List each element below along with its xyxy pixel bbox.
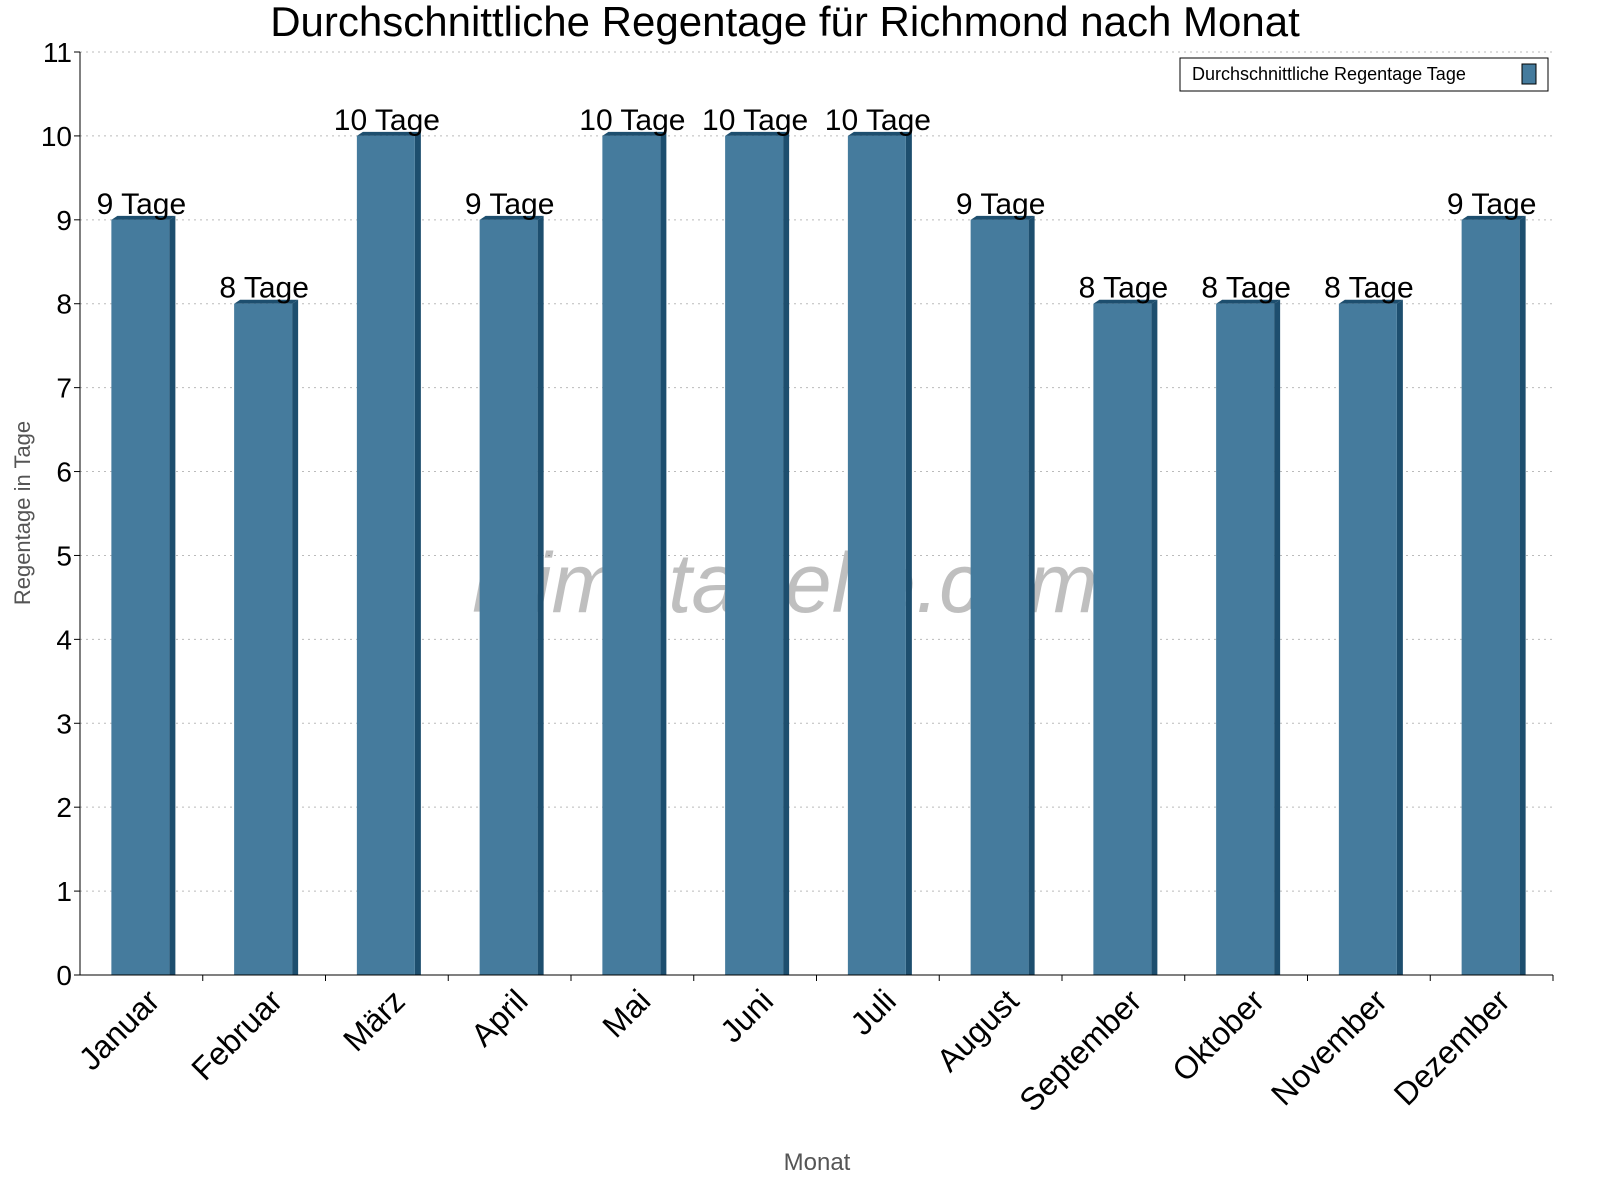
x-tick-label: Februar [184,982,289,1087]
bar-top [1338,299,1403,304]
bar-top [479,215,544,220]
bar-top [847,131,912,136]
bar-side [1151,299,1158,975]
bar [111,219,170,975]
bar-group: 9 Tage [1447,188,1537,975]
bar-side [292,299,299,975]
data-label: 10 Tage [702,104,808,137]
bar-top [356,131,421,136]
x-tick-label: Oktober [1165,982,1271,1088]
legend-swatch [1521,63,1537,85]
bar-side [1396,299,1403,975]
gridlines [80,51,1553,892]
bar-top [970,215,1035,220]
y-tick-label: 0 [56,960,72,991]
y-axis-label: Regentage in Tage [10,421,35,605]
data-label: 9 Tage [956,188,1046,221]
bar-side [169,215,176,975]
y-tick-label: 2 [56,792,72,823]
data-label: 9 Tage [1447,188,1537,221]
y-tick-label: 11 [43,37,72,68]
bar-side [783,131,790,976]
bar [1216,303,1275,975]
x-tick-label: November [1264,982,1394,1112]
y-tick-label: 7 [56,373,72,404]
data-label: 10 Tage [334,104,440,137]
data-label: 8 Tage [219,272,309,305]
legend[interactable]: Durchschnittliche Regentage Tage [1179,57,1549,92]
bar [1461,219,1520,975]
bar [725,135,784,976]
bar [847,135,906,976]
x-tick-label: März [336,982,412,1058]
bar [479,219,538,975]
bar-side [1274,299,1281,975]
bar-top [1216,299,1281,304]
bar-group: 8 Tage [1201,272,1291,975]
bar-group: 8 Tage [1324,272,1414,975]
bar [602,135,661,976]
x-tick-label: April [464,982,535,1053]
bar-top [1461,215,1526,220]
y-tick-label: 6 [56,457,72,488]
x-tick-label: Januar [72,982,167,1077]
data-label: 8 Tage [1324,272,1414,305]
y-tick-label: 3 [56,708,72,739]
bar-group: 10 Tage [702,104,808,976]
x-tick-label: Juli [843,982,902,1041]
bar-side [1028,215,1035,975]
data-label: 9 Tage [97,188,187,221]
x-tick-label: Dezember [1387,982,1517,1112]
bar-side [537,215,544,975]
bar-top [1093,299,1158,304]
bar-side [1519,215,1526,975]
y-tick-label: 9 [56,205,72,236]
bar-side [414,131,421,976]
x-tick-label: Juni [713,982,780,1049]
bar-top [725,131,790,136]
data-label: 9 Tage [465,188,555,221]
legend-box [1179,57,1549,92]
bar-side [660,131,667,976]
data-label: 8 Tage [1201,272,1291,305]
x-tick-label: September [1012,982,1148,1118]
chart-title: Durchschnittliche Regentage für Richmond… [270,0,1300,45]
bar-group: 8 Tage [219,272,309,975]
bar-group: 10 Tage [825,104,931,976]
y-tick-label: 5 [56,540,72,571]
y-tick-label: 4 [56,624,72,655]
y-tick-label: 1 [56,876,72,907]
bar-group: 9 Tage [956,188,1046,975]
bar [234,303,293,975]
y-tick-label: 8 [56,289,72,320]
bar-group: 9 Tage [97,188,187,975]
bar-top [234,299,299,304]
x-tick-label: Mai [595,982,657,1044]
bar [1093,303,1152,975]
legend-label: Durchschnittliche Regentage Tage [1192,64,1466,84]
bars: 9 Tage 8 Tage 10 Tage 9 Tage 10 Tage 10 Tage 1… [97,104,1537,976]
bar-top [111,215,176,220]
y-tick-label: 10 [41,121,72,152]
bar [970,219,1029,975]
x-tick-label: August [930,982,1026,1078]
data-label: 10 Tage [825,104,931,137]
bar-group: 8 Tage [1079,272,1169,975]
data-label: 8 Tage [1079,272,1169,305]
bar-group: 9 Tage [465,188,555,975]
bar-side [905,131,912,976]
bar-group: 10 Tage [579,104,685,976]
x-axis-label: Monat [784,1149,851,1176]
bar [356,135,415,976]
bar [1338,303,1397,975]
bar-group: 10 Tage [334,104,440,976]
data-label: 10 Tage [579,104,685,137]
bar-top [602,131,667,136]
